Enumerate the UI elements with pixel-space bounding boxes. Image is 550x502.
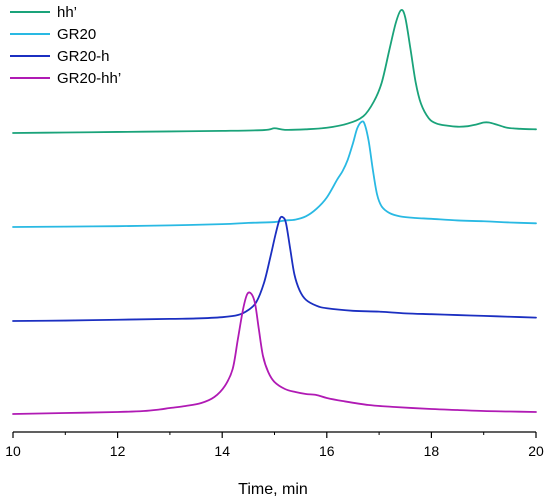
x-tick-label: 14 [214,443,230,459]
plot-traces [12,9,537,415]
x-tick-label: 10 [5,443,21,459]
trace-line-1 [12,120,537,228]
x-tick-label: 18 [424,443,440,459]
legend-label-1: GR20 [57,26,96,43]
legend-label-2: GR20-h [57,48,110,65]
legend: hh’ GR20 GR20-h GR20-hh’ [10,4,121,87]
x-tick-label: 16 [319,443,335,459]
trace-line-0 [12,9,537,134]
legend-label-0: hh’ [57,4,77,21]
trace-line-3 [12,291,537,415]
x-tick-label: 12 [110,443,126,459]
x-tick-label: 20 [528,443,544,459]
legend-label-3: GR20-hh’ [57,70,121,87]
trace-line-2 [12,215,537,322]
x-axis: 10 12 14 16 18 20 [5,431,544,459]
x-axis-label: Time, min [238,481,308,498]
